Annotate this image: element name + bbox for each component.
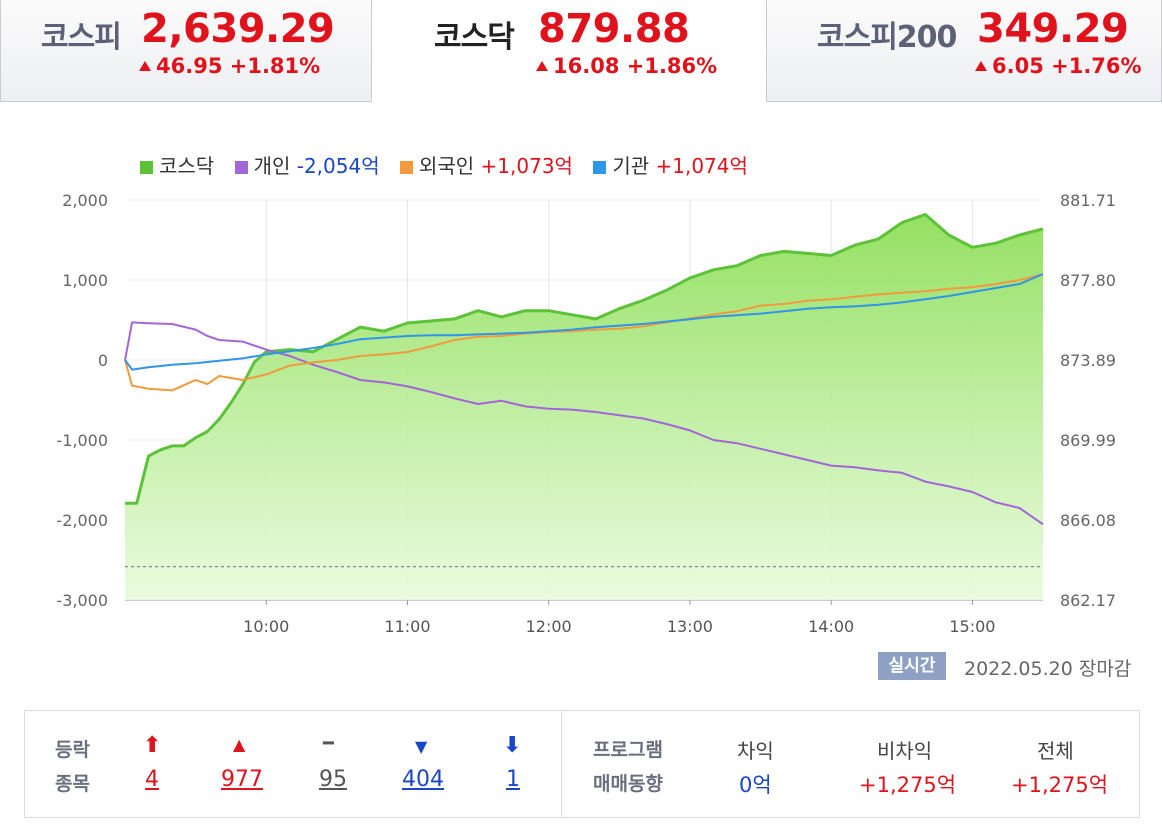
unchanged-count[interactable]: 95 [319, 767, 347, 792]
arbitrage-header: 차익 [737, 739, 774, 763]
tab-kospi200-name: 코스피200 [817, 20, 957, 55]
rise-count[interactable]: 977 [221, 767, 263, 792]
non-arbitrage-value: +1,275억 [859, 773, 957, 797]
right-tick-label: 881.71 [1060, 191, 1116, 210]
tab-kosdaq-name: 코스닥 [434, 20, 515, 55]
series-line-3 [124, 273, 1044, 371]
tab-kosdaq-value: 879.88 [538, 6, 690, 52]
x-tick-label: 10:00 [243, 617, 289, 636]
tab-kospi200-change: 6.05 +1.76% [975, 54, 1142, 78]
non-arbitrage-header: 비차익 [877, 739, 933, 763]
tab-kospi-change-text: 46.95 +1.81% [156, 54, 321, 78]
legend-swatch-purple [234, 161, 248, 174]
index-tabs: 코스피 2,639.29 46.95 +1.81% 코스닥 879.88 16.… [0, 0, 1162, 104]
breadth-label-2: 종목 [55, 773, 90, 795]
lower-limit-count[interactable]: 1 [506, 767, 520, 792]
legend-institution-label: 기관 [612, 154, 650, 178]
legend-swatch-orange [399, 161, 413, 174]
legend-swatch-blue [593, 161, 607, 174]
tab-kospi200-change-text: 6.05 +1.76% [992, 54, 1142, 78]
legend-institution: 기관 +1,074억 [593, 150, 748, 179]
breadth-label-1: 등락 [55, 739, 90, 761]
x-tick-label: 15:00 [949, 617, 995, 636]
unchanged-dash-icon: ━ [323, 733, 334, 754]
tab-kospi-name: 코스피 [41, 20, 122, 55]
legend-kosdaq-label: 코스닥 [159, 154, 215, 178]
market-state-text: 장마감 [1078, 658, 1132, 680]
tab-kospi-value: 2,639.29 [141, 6, 335, 52]
rise-triangle-icon: ▲ [233, 735, 246, 754]
series-line-1 [124, 321, 1044, 526]
legend-individual-value: -2,054억 [296, 154, 380, 178]
legend-foreign-value: +1,073억 [480, 154, 573, 178]
total-value: +1,275억 [1011, 773, 1109, 797]
upper-limit-count[interactable]: 4 [145, 767, 159, 792]
date-status: 2022.05.20 장마감 [964, 654, 1131, 681]
legend-foreign-label: 외국인 [418, 154, 475, 178]
fall-count[interactable]: 404 [402, 767, 444, 792]
legend-individual-label: 개인 [253, 154, 291, 178]
tab-kospi200[interactable]: 코스피200 349.29 6.05 +1.76% [766, 0, 1162, 102]
x-tick-label: 11:00 [384, 617, 430, 636]
left-tick-label: -3,000 [56, 591, 108, 610]
fall-triangle-icon: ▼ [415, 737, 428, 756]
tab-kospi-change: 46.95 +1.81% [139, 54, 320, 78]
legend-institution-value: +1,074억 [655, 154, 748, 178]
up-triangle-icon [139, 61, 151, 71]
left-tick-label: -1,000 [56, 431, 108, 450]
left-tick-label: -2,000 [56, 511, 108, 530]
chart-legend: 코스닥 개인 -2,054억 외국인 +1,073억 기관 +1,074억 [140, 150, 762, 179]
right-tick-label: 877.80 [1060, 271, 1116, 290]
right-tick-label: 869.99 [1060, 431, 1116, 450]
legend-individual: 개인 -2,054억 [234, 150, 380, 179]
left-tick-label: 1,000 [62, 271, 108, 290]
up-triangle-icon [975, 61, 987, 71]
arbitrage-value: 0억 [739, 773, 772, 797]
left-tick-label: 0 [98, 351, 108, 370]
right-tick-label: 862.17 [1060, 591, 1116, 610]
x-tick-label: 13:00 [667, 617, 713, 636]
upper-limit-arrow-icon: ⬆ [143, 733, 162, 758]
realtime-badge[interactable]: 실시간 [878, 652, 946, 680]
right-tick-label: 866.08 [1060, 511, 1116, 530]
tab-kospi[interactable]: 코스피 2,639.29 46.95 +1.81% [0, 0, 372, 102]
legend-kosdaq: 코스닥 [140, 150, 214, 179]
panel-divider [561, 711, 562, 817]
date-text: 2022.05.20 [964, 658, 1073, 680]
x-tick-label: 14:00 [808, 617, 854, 636]
right-tick-label: 873.89 [1060, 351, 1116, 370]
x-tick-label: 12:00 [526, 617, 572, 636]
legend-foreign: 외국인 +1,073억 [399, 150, 573, 179]
series-line-0 [125, 213, 1044, 505]
legend-swatch-green [140, 161, 153, 174]
lower-limit-arrow-icon: ⬇ [503, 733, 522, 758]
market-breadth-panel: 등락 종목 ⬆ 4 ▲ 977 ━ 95 ▼ 404 ⬇ 1 프로그램 매매동향… [24, 710, 1140, 818]
up-triangle-icon [536, 61, 548, 71]
program-label-2: 매매동향 [593, 773, 663, 795]
intraday-chart: 2,000 881.71 1,000 877.80 0 873.89 -1,000 869.9… [56, 191, 1116, 636]
series-area-0 [125, 214, 1043, 600]
tab-kosdaq[interactable]: 코스닥 879.88 16.08 +1.86% [372, 0, 766, 102]
program-label-1: 프로그램 [593, 739, 663, 761]
series-line-2 [124, 273, 1044, 392]
tab-kosdaq-change: 16.08 +1.86% [536, 54, 717, 78]
total-header: 전체 [1037, 739, 1074, 763]
left-tick-label: 2,000 [62, 191, 108, 210]
tab-kosdaq-change-text: 16.08 +1.86% [553, 54, 718, 78]
tab-kospi200-value: 349.29 [977, 6, 1129, 52]
